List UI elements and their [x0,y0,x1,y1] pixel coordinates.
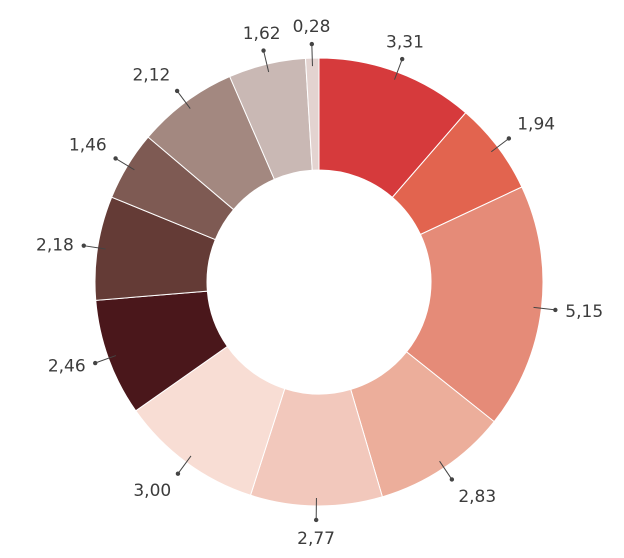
slice-label: 3,31 [386,33,424,53]
leader-dot [399,56,405,62]
leader-line [263,50,270,73]
labels-group: 3,31 1,94 5,15 2,83 2,77 3,00 2,46 2,18 1,46 2,12… [36,17,603,549]
leader-line [95,355,117,364]
leader-line [491,138,510,153]
slice-label: 2,77 [297,529,335,549]
donut-slice [304,57,320,171]
leader-dot [113,156,118,161]
leader-dot [174,88,180,94]
leader-line [394,58,403,80]
leader-dot [553,307,558,313]
leader-dot [449,477,455,482]
leader-dot [313,517,319,523]
leader-dot [261,48,266,53]
slice-label: 0,28 [293,17,331,37]
slice-label: 5,15 [565,302,603,322]
slices-group [94,57,544,507]
leader-line [176,90,191,109]
leader-line [115,158,135,171]
leader-dot [81,243,86,248]
leader-dot [309,41,315,47]
leader-line [439,460,453,480]
donut-slice [405,186,544,423]
slice-label: 1,62 [243,24,281,44]
slice-label: 2,18 [36,235,74,255]
leader-line [83,245,106,250]
leader-dot [93,360,98,366]
leader-dot [175,471,181,476]
leader-line [311,44,313,67]
leader-line [533,306,556,311]
slice-label: 1,46 [69,135,107,155]
leader-line [177,455,192,474]
slice-label: 2,12 [132,65,170,85]
slice-label: 3,00 [133,481,171,501]
leader-dot [506,136,512,141]
slice-label: 2,46 [48,357,86,377]
slice-label: 1,94 [517,115,555,135]
slice-label: 2,83 [458,487,496,507]
